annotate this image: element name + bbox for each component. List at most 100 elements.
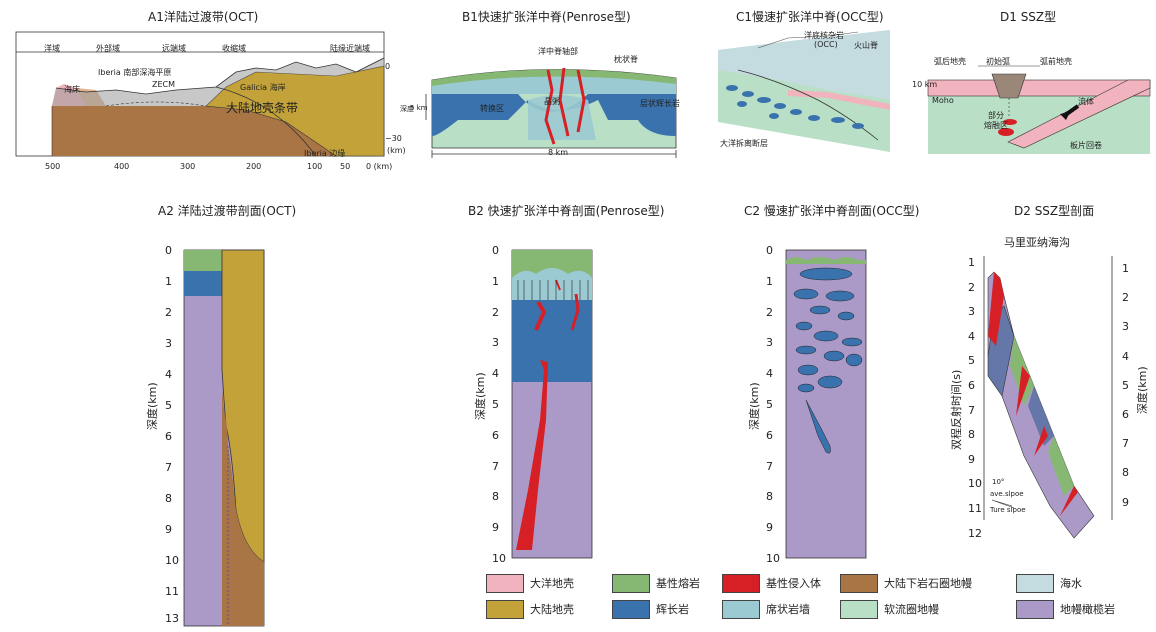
a2-tick-11: 11	[165, 585, 179, 598]
a1-xtick-200: 200	[246, 162, 262, 171]
b2-tick-4: 4	[492, 367, 499, 381]
a2-tick-1: 1	[165, 275, 172, 288]
d2-left-tick-9: 9	[968, 452, 975, 466]
c1-occ-label: 洋底核杂岩	[804, 31, 844, 40]
d1-melt-label: 熔融区	[984, 121, 1008, 130]
legend-swatch	[840, 600, 878, 619]
d2-profile	[983, 256, 1113, 539]
b2-tick-10: 10	[492, 552, 506, 565]
a1-xtick-100: 100	[307, 162, 323, 171]
title-c1: C1慢速扩张洋中脊(OCC型)	[736, 10, 884, 24]
a1-xtick-500: 500	[45, 162, 61, 171]
d2-left-axis-label: 双程反射时间(s)	[950, 369, 963, 450]
d2-right-tick-6: 6	[1122, 408, 1129, 421]
b1-layered-label: 层状辉长岩	[640, 99, 680, 108]
legend-label: 大陆下岩石圈地幔	[884, 577, 972, 590]
c2-tick-5: 5	[766, 398, 773, 411]
b2-tick-8: 8	[492, 490, 499, 504]
b2-tick-0: 0	[492, 244, 499, 257]
a1-belt-label: 大陆地壳条带	[226, 101, 299, 115]
d2-right-tick-2: 2	[1122, 291, 1129, 305]
legend-label: 大洋地壳	[530, 577, 574, 590]
c2-tick-3: 3	[766, 336, 773, 350]
a2-tick-10: 10	[165, 554, 179, 567]
b2-tick-2: 2	[492, 305, 499, 319]
c2-tick-6: 6	[766, 428, 773, 442]
d2-right-tick-8: 8	[1122, 466, 1129, 480]
a1-bottom-tick: −30	[385, 134, 402, 143]
legend-swatch	[612, 600, 650, 619]
b2-column	[511, 249, 593, 559]
d2-slope-angle: 10°	[992, 478, 1005, 486]
a1-unit-label: (km)	[387, 146, 406, 155]
a2-tick-8: 8	[165, 492, 172, 505]
a2-tick-6: 6	[165, 430, 172, 443]
a2-tick-4: 4	[165, 368, 172, 381]
d2-left-tick-8: 8	[968, 428, 975, 442]
c2-tick-8: 8	[766, 490, 773, 504]
legend-label: 基性侵入体	[766, 577, 821, 590]
d2-left-tick-7: 7	[968, 403, 975, 417]
a1-seafloor-label: 海床	[64, 85, 80, 94]
b2-tick-3: 3	[492, 336, 499, 350]
a1-top-tick: 0	[385, 62, 391, 71]
d1-forearc-label: 弧前地壳	[1040, 57, 1072, 66]
a2-tick-0: 0	[165, 244, 172, 257]
a1-zecm-label: ZECM	[152, 80, 176, 89]
b1-scale-label: 8 km	[548, 148, 569, 157]
d1-section	[927, 65, 1151, 154]
c2-tick-9: 9	[766, 521, 773, 535]
b2-axis-label: 深度(km)	[474, 372, 487, 420]
d2-right-tick-4: 4	[1122, 349, 1129, 363]
d2-right-tick-7: 7	[1122, 437, 1129, 451]
legend-swatch	[1016, 600, 1054, 619]
d2-left-tick-2: 2	[968, 280, 975, 294]
c2-tick-0: 0	[766, 244, 773, 257]
c2-tick-4: 4	[766, 367, 773, 381]
b2-tick-1: 1	[492, 274, 499, 288]
legend-swatch	[612, 574, 650, 593]
d1-moho-label: Moho	[932, 96, 954, 105]
b1-mush-label: 晶粥	[544, 97, 560, 106]
a2-tick-5: 5	[165, 399, 172, 412]
c2-tick-2: 2	[766, 305, 773, 319]
d2-ave-slope: ave.slpoe	[990, 490, 1024, 498]
d1-backarc-label: 弧后地壳	[934, 57, 966, 66]
title-d1: D1 SSZ型	[1000, 10, 1057, 24]
legend-label: 辉长岩	[656, 603, 689, 616]
b1-transition-label: 转换区	[480, 104, 504, 113]
d2-left-tick-11: 11	[968, 502, 982, 515]
d2-true-slope: Ture slpoe	[990, 506, 1026, 514]
d1-initialarc-label: 初始弧	[986, 57, 1010, 66]
a1-xtick-0: 0 (km)	[366, 162, 393, 171]
c1-occ-abbr: (OCC)	[814, 40, 838, 49]
legend-swatch	[722, 574, 760, 593]
legend-swatch	[1016, 574, 1054, 593]
a1-domain-necking: 收缩域	[222, 44, 246, 53]
title-b2: B2 快速扩张洋中脊剖面(Penrose型)	[468, 204, 665, 218]
a1-margin-label: Iberia 边缘	[304, 149, 346, 158]
a2-axis-label: 深度(km)	[146, 382, 159, 430]
b1-section	[425, 67, 677, 158]
title-a2: A2 洋陆过渡带剖面(OCT)	[158, 204, 297, 218]
b2-tick-6: 6	[492, 428, 499, 442]
c2-tick-10: 10	[766, 552, 780, 565]
d2-left-tick-3: 3	[968, 305, 975, 319]
a1-xtick-300: 300	[180, 162, 196, 171]
c1-volcanic-label: 火山脊	[854, 41, 878, 50]
d2-right-tick-3: 3	[1122, 320, 1129, 334]
b1-axis-label: 洋中脊轴部	[538, 47, 578, 56]
b1-depth-label: 深度	[400, 105, 414, 113]
b2-tick-5: 5	[492, 398, 499, 411]
legend-label: 基性熔岩	[656, 577, 700, 590]
a1-domain-distal: 远端域	[162, 44, 186, 53]
a1-section	[15, 31, 385, 157]
legend-swatch	[486, 600, 524, 619]
d2-right-tick-9: 9	[1122, 495, 1129, 509]
a2-column	[183, 249, 265, 627]
a2-tick-3: 3	[165, 337, 172, 350]
legend-label: 海水	[1060, 577, 1082, 590]
b2-tick-7: 7	[492, 459, 499, 473]
c2-tick-7: 7	[766, 459, 773, 473]
d2-right-tick-1: 1	[1122, 262, 1129, 275]
